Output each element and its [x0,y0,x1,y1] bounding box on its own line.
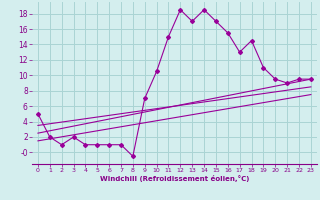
X-axis label: Windchill (Refroidissement éolien,°C): Windchill (Refroidissement éolien,°C) [100,175,249,182]
